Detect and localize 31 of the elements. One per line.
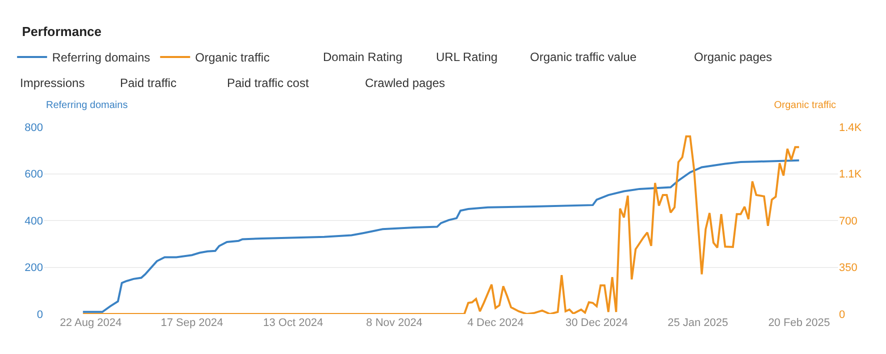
x-tick-label: 20 Feb 2025 [768,317,830,329]
x-tick-label: 8 Nov 2024 [366,317,422,329]
y-tick-label: 800 [24,122,43,134]
text: URL Rating [436,50,498,64]
x-tick-label: 17 Sep 2024 [160,317,224,329]
text: Paid traffic [120,76,176,90]
x-tick-label: 25 Jan 2025 [668,317,728,329]
text: Paid traffic cost [227,76,310,90]
x-tick-label: 30 Dec 2024 [565,317,628,329]
chart-title: Performance [22,24,102,39]
y2-axis-title: Organic traffic [774,100,836,111]
y2-tick-label: 1.4K [839,122,862,134]
x-tick-label: 22 Aug 2024 [60,317,122,329]
y2-tick-label: 0 [839,308,846,321]
y-tick-label: 0 [36,308,43,321]
text: Organic traffic value [530,50,637,64]
legend-label: Referring domains [52,50,150,65]
y-axis-title: Referring domains [46,100,128,111]
y-tick-label: 200 [24,262,43,274]
x-tick-label: 4 Dec 2024 [467,317,524,329]
x-tick-label: 13 Oct 2024 [263,317,324,329]
y-tick-label: 400 [24,215,43,228]
legend-label: Organic traffic [195,50,270,65]
text: Impressions [20,76,85,90]
y2-tick-label: 1.1K [839,168,862,181]
y2-tick-label: 350 [839,262,858,274]
text: Domain Rating [323,50,402,64]
y2-tick-label: 700 [839,215,858,228]
y-tick-label: 600 [24,168,43,181]
text: Crawled pages [365,76,446,90]
text: Organic pages [694,50,772,64]
